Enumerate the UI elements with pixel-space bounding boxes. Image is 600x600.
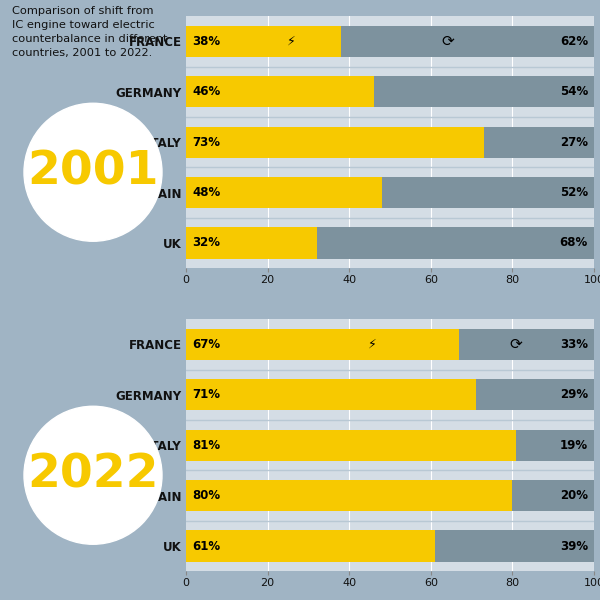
Text: 27%: 27%	[560, 136, 588, 149]
Text: 39%: 39%	[560, 539, 588, 553]
Bar	[341, 26, 594, 57]
Text: 19%: 19%	[560, 439, 588, 452]
Text: 81%: 81%	[192, 439, 220, 452]
Text: Comparison of shift from
IC engine toward electric
counterbalance in different
c: Comparison of shift from IC engine towar…	[12, 6, 167, 58]
Bar	[186, 177, 382, 208]
Text: 54%: 54%	[560, 85, 588, 98]
Bar	[476, 379, 594, 410]
Bar	[186, 329, 460, 360]
Text: 33%: 33%	[560, 338, 588, 351]
Text: ⚡: ⚡	[368, 338, 376, 351]
Text: 71%: 71%	[192, 388, 220, 401]
Bar	[374, 76, 594, 107]
Bar	[186, 530, 435, 562]
Text: 2022: 2022	[27, 453, 159, 498]
Text: 68%: 68%	[560, 236, 588, 250]
Text: 73%: 73%	[192, 136, 220, 149]
Bar	[460, 329, 594, 360]
Bar	[484, 127, 594, 158]
Text: ⟳: ⟳	[509, 337, 522, 352]
Bar	[186, 227, 317, 259]
Bar	[517, 430, 594, 461]
Bar	[186, 430, 517, 461]
Text: 52%: 52%	[560, 186, 588, 199]
Bar	[317, 227, 594, 259]
Bar	[435, 530, 594, 562]
Bar	[512, 480, 594, 511]
Bar	[186, 76, 374, 107]
Bar	[186, 379, 476, 410]
Text: 2001: 2001	[27, 150, 159, 195]
Text: 67%: 67%	[192, 338, 220, 351]
Bar	[186, 480, 512, 511]
Text: 32%: 32%	[192, 236, 220, 250]
Text: 46%: 46%	[192, 85, 220, 98]
Text: 61%: 61%	[192, 539, 220, 553]
Text: 29%: 29%	[560, 388, 588, 401]
Text: 62%: 62%	[560, 35, 588, 48]
Text: 80%: 80%	[192, 489, 220, 502]
Text: ⚡: ⚡	[287, 35, 296, 48]
Bar	[382, 177, 594, 208]
Text: ⟳: ⟳	[441, 34, 454, 49]
Bar	[186, 127, 484, 158]
Bar	[186, 26, 341, 57]
Text: 38%: 38%	[192, 35, 220, 48]
Text: 20%: 20%	[560, 489, 588, 502]
Text: 48%: 48%	[192, 186, 220, 199]
